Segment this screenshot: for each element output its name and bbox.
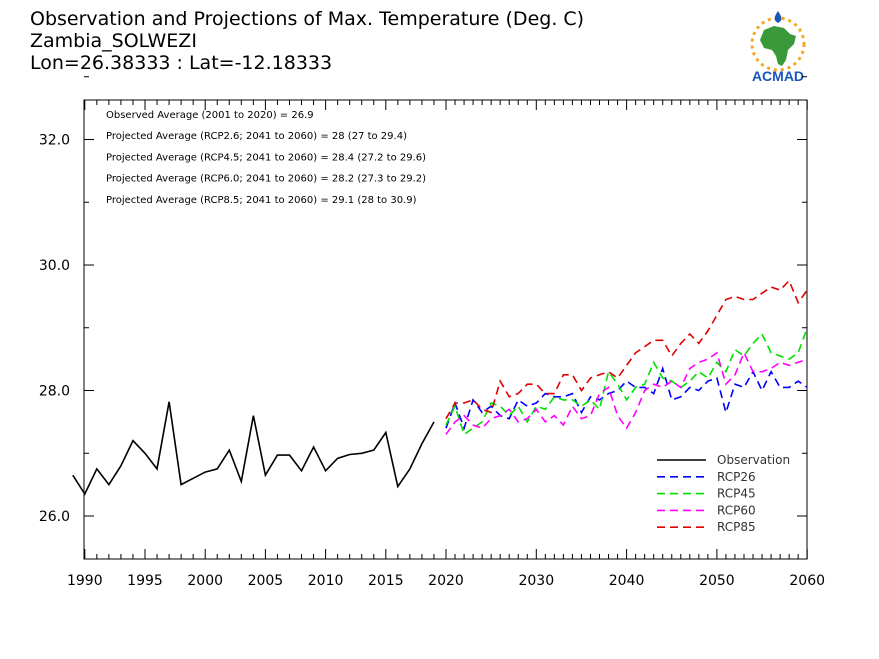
x-tick-label: 2015 [368,573,404,589]
annotation-line: Projected Average (RCP4.5; 2041 to 2060)… [106,152,426,163]
y-axis: 26.0 28.0 30.0 32.0 [39,76,807,525]
legend-label: RCP85 [717,520,756,534]
series-line-rcp45 [445,327,808,436]
series-group [72,279,808,496]
title-block: Observation and Projections of Max. Temp… [30,8,584,74]
x-tick-label: 1990 [67,573,103,589]
annotation-line: Projected Average (RCP6.0; 2041 to 2060)… [106,174,426,185]
y-tick-label: 26.0 [39,509,70,525]
x-tick-label: 1995 [127,573,163,589]
series-line-observation [72,401,435,496]
legend: Observation RCP26 RCP45 RCP60 RCP85 [657,453,790,534]
annotation-line: Projected Average (RCP2.6; 2041 to 2060)… [106,131,407,142]
y-tick-label: 32.0 [39,133,70,149]
raindrop-icon [774,11,782,23]
acmad-logo: ACMAD [750,11,806,84]
legend-label: RCP26 [717,470,756,484]
annotation-line: Observed Average (2001 to 2020) = 26.9 [106,110,314,121]
annotation-line: Projected Average (RCP8.5; 2041 to 2060)… [106,195,417,206]
plot-frame [83,99,808,560]
x-tick-label: 2060 [789,573,825,589]
logo-text: ACMAD [752,68,804,84]
x-tick-label: 2000 [187,573,223,589]
station-name: Zambia_SOLWEZI [30,30,197,52]
legend-label: Observation [717,453,790,467]
annotation-block: Observed Average (2001 to 2020) = 26.9 Pr… [106,110,426,206]
series-line-rcp60 [445,350,808,435]
legend-label: RCP60 [717,503,756,517]
africa-map-icon [760,26,796,66]
x-tick-label: 2030 [518,573,554,589]
x-tick-label: 2020 [428,573,464,589]
y-tick-label: 28.0 [39,384,70,400]
x-tick-label: 2005 [248,573,284,589]
series-line-rcp26 [445,365,808,431]
x-tick-label: 2050 [699,573,735,589]
x-tick-label: 2010 [308,573,344,589]
series-line-rcp85 [445,279,808,420]
chart-title: Observation and Projections of Max. Temp… [30,8,585,30]
station-coordinates: Lon=26.38333 : Lat=-12.18333 [30,52,333,74]
x-tick-label: 2040 [609,573,645,589]
x-axis: 1990 1995 2000 2005 2010 2015 2020 2030 2040 2050… [67,100,825,589]
legend-label: RCP45 [717,487,756,501]
y-tick-label: 30.0 [39,258,70,274]
